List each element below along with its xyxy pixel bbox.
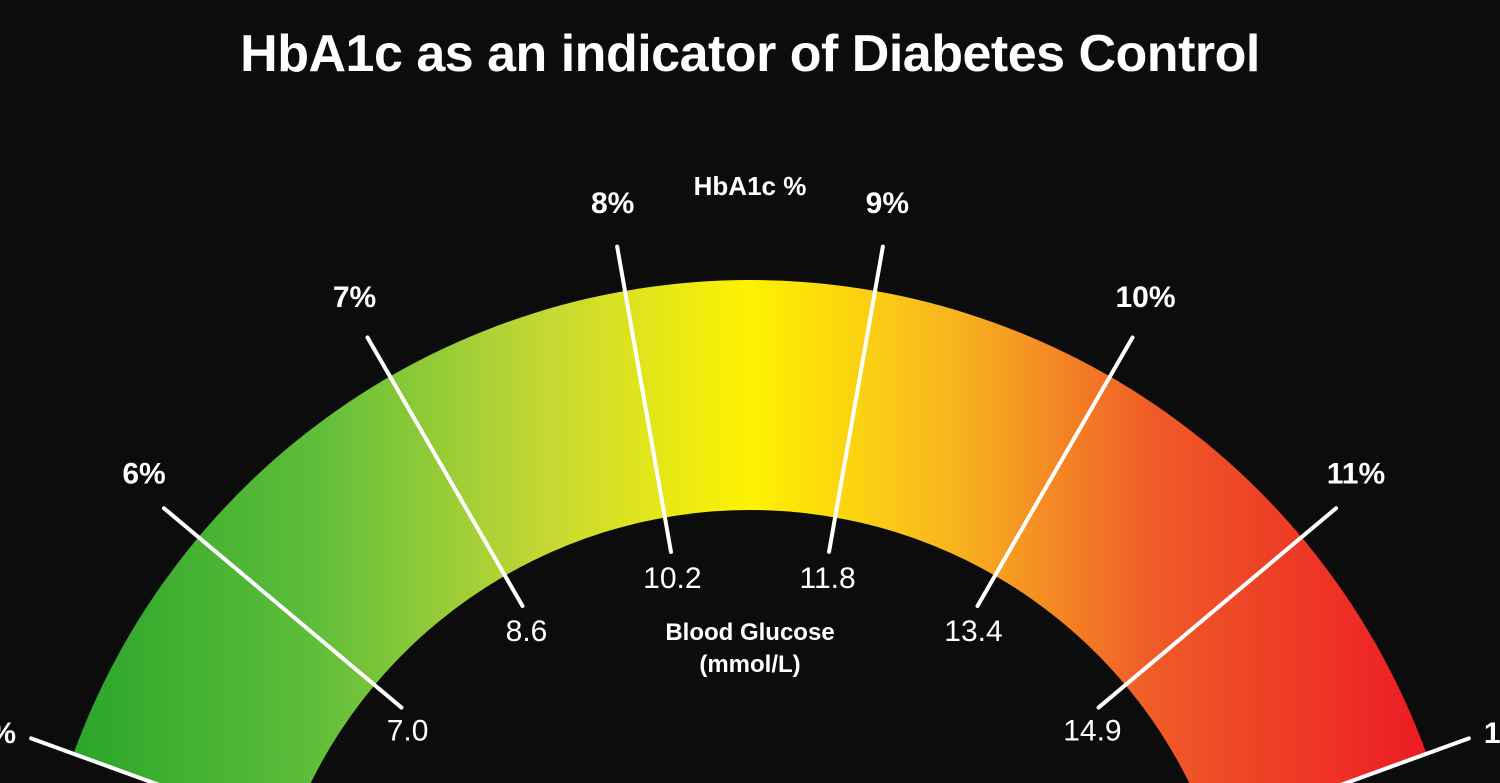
glucose-tick-label: 10.2 xyxy=(643,562,701,595)
hba1c-tick-label: 7% xyxy=(333,281,376,314)
hba1c-tick-label: 11% xyxy=(1327,458,1385,491)
top-axis-label: HbA1c % xyxy=(694,171,807,201)
glucose-tick-label: 13.4 xyxy=(944,615,1002,648)
bottom-axis-label-line1: Blood Glucose xyxy=(665,619,834,646)
hba1c-tick-label: 6% xyxy=(122,458,165,491)
hba1c-tick-label: 8% xyxy=(591,187,634,220)
gauge-arc xyxy=(73,280,1426,783)
hba1c-tick-label: 9% xyxy=(866,187,909,220)
gauge-chart: 5%6%7%8%9%10%11%12% 5.47.08.610.211.813.… xyxy=(0,0,1500,783)
hba1c-tick-label: 12% xyxy=(1484,717,1500,750)
glucose-tick-label: 7.0 xyxy=(387,715,429,748)
glucose-tick-label: 11.8 xyxy=(800,562,856,595)
hba1c-tick-label: 5% xyxy=(0,717,16,750)
glucose-tick-label: 14.9 xyxy=(1063,715,1121,748)
hba1c-tick-label: 10% xyxy=(1115,281,1175,314)
glucose-tick-label: 8.6 xyxy=(506,615,548,648)
bottom-axis-label-line2: (mmol/L) xyxy=(699,651,800,678)
